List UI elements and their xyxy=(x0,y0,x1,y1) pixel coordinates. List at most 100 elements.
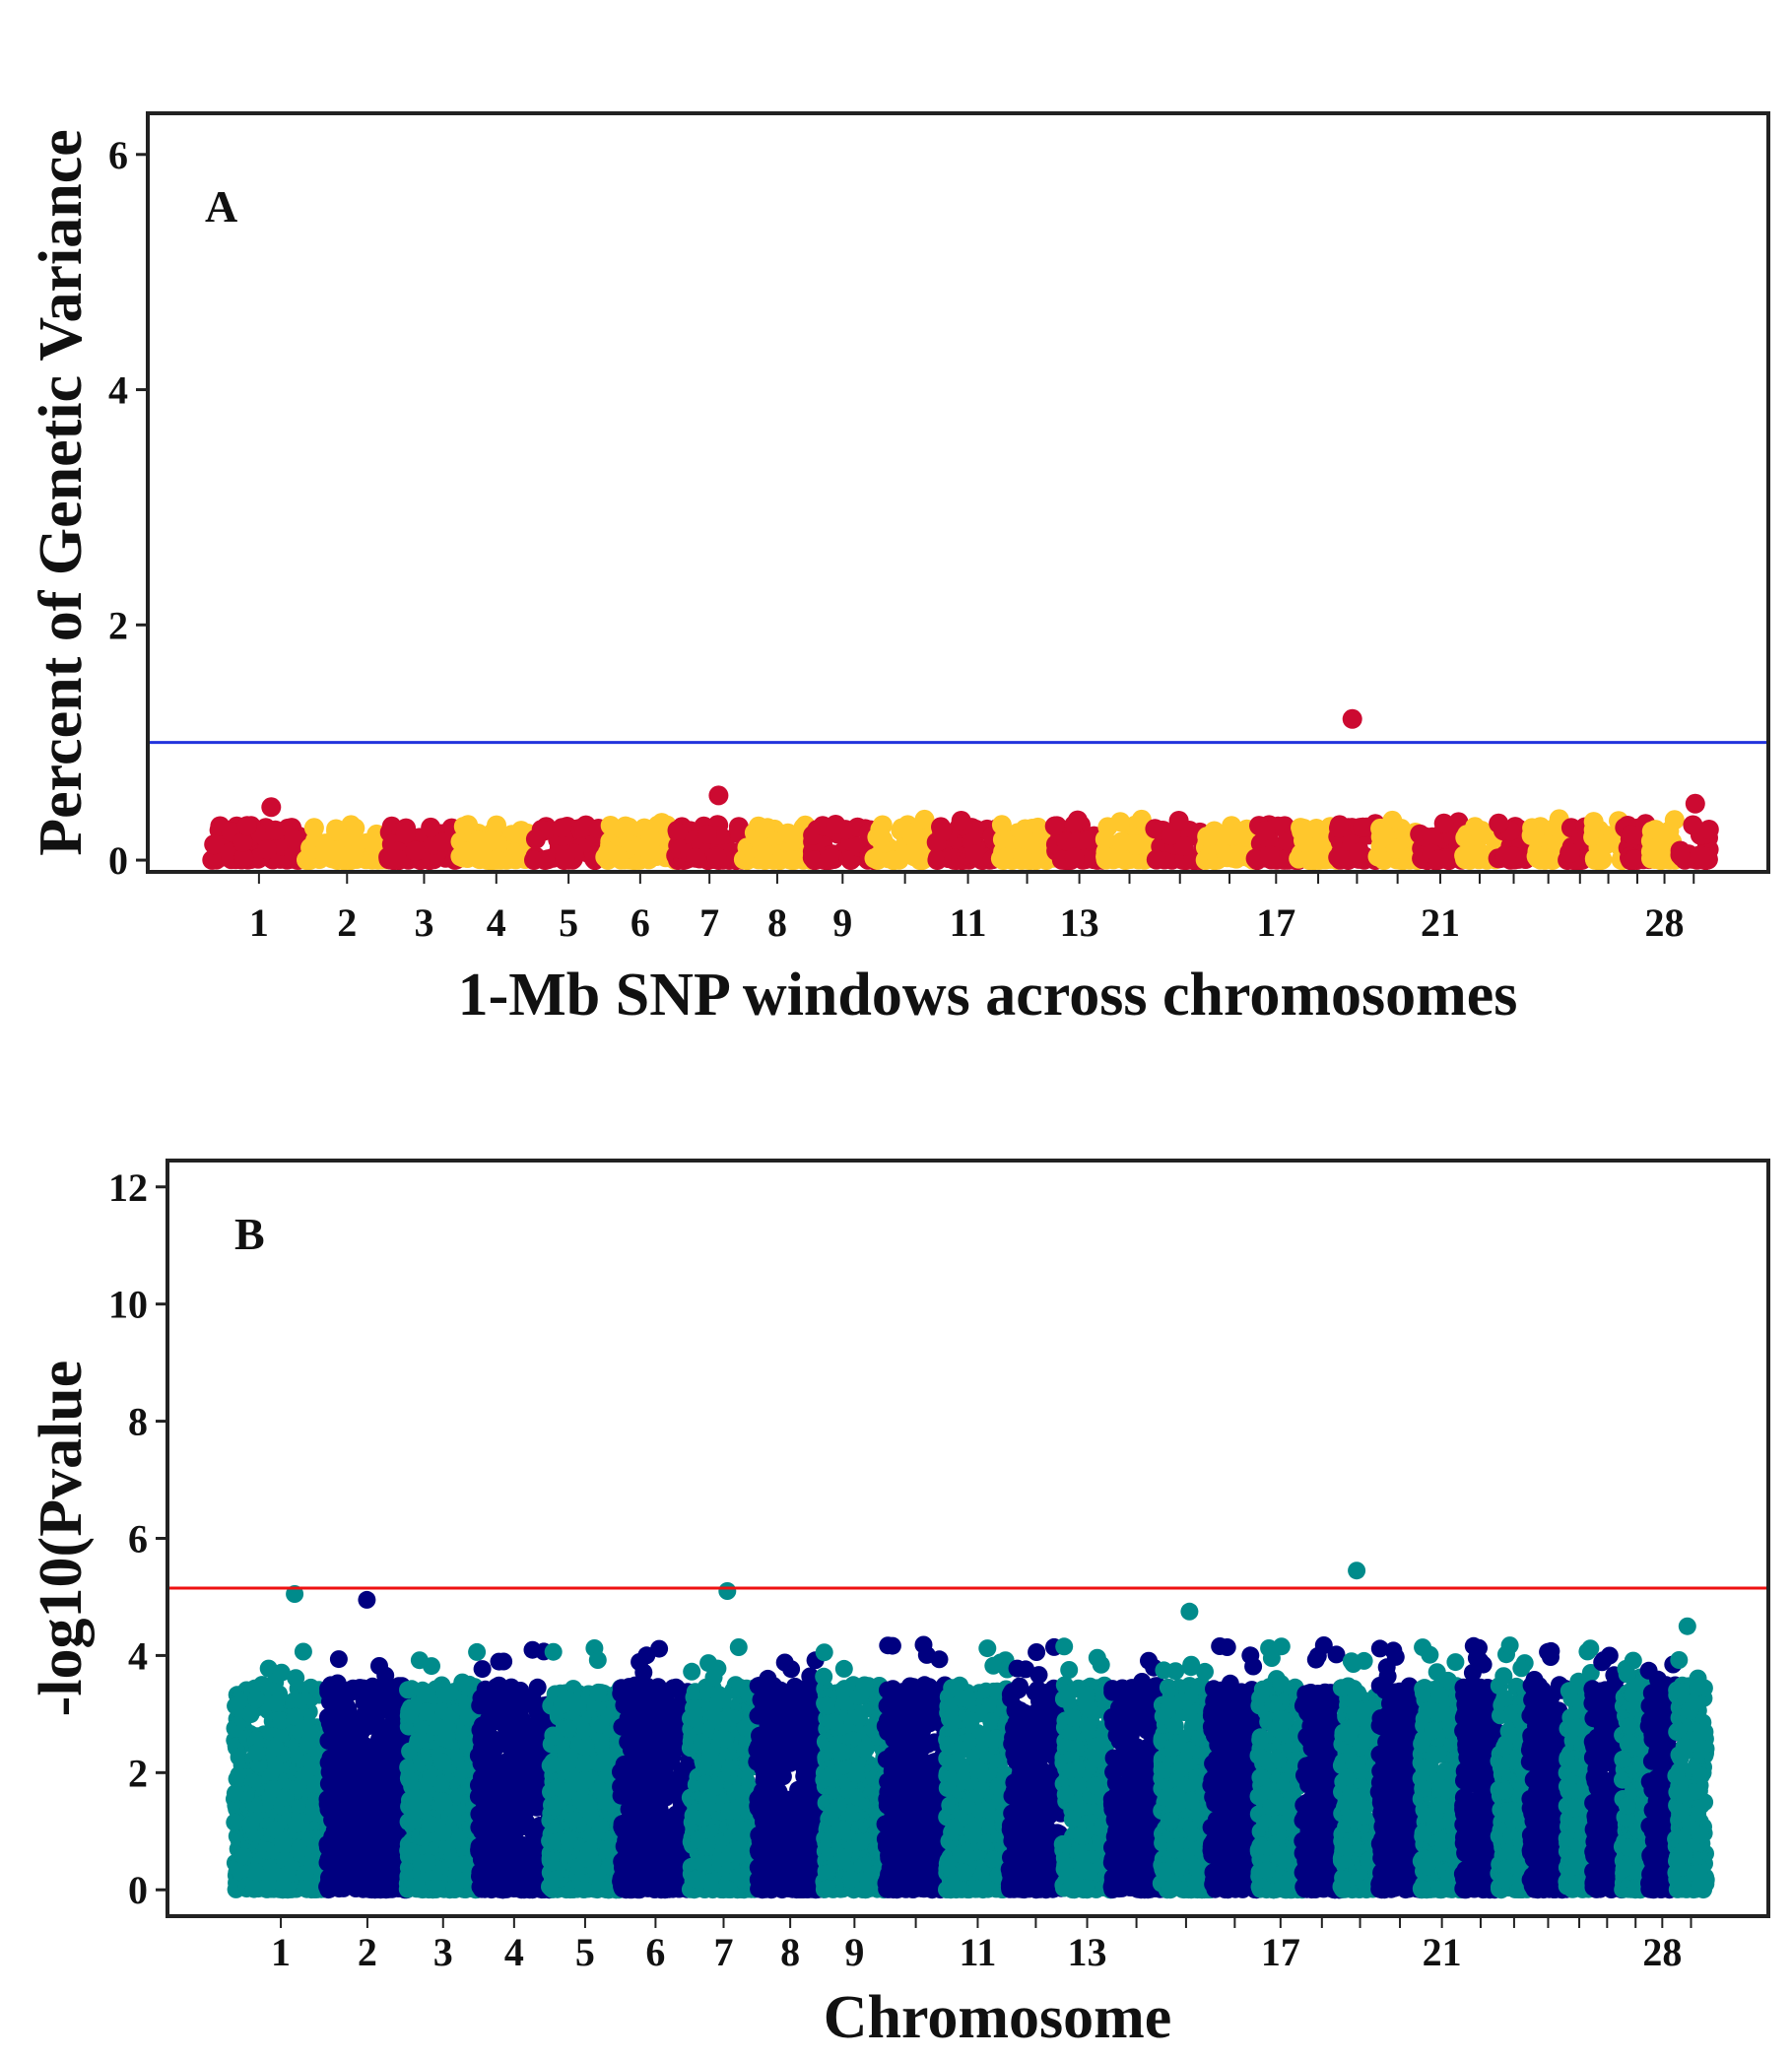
data-point xyxy=(234,1847,253,1866)
data-point xyxy=(265,820,286,840)
data-point xyxy=(358,1828,376,1847)
data-point xyxy=(381,1870,400,1889)
data-point xyxy=(244,1880,263,1898)
x-tick-label: 9 xyxy=(832,900,852,945)
data-point xyxy=(527,1716,546,1735)
data-point xyxy=(395,824,416,844)
data-point xyxy=(329,1650,348,1669)
data-point xyxy=(276,1788,295,1807)
data-point xyxy=(274,1835,293,1853)
data-point xyxy=(576,1770,595,1789)
data-point xyxy=(573,817,594,837)
data-point xyxy=(342,1829,361,1848)
data-point xyxy=(596,1783,615,1802)
data-point xyxy=(720,1802,739,1821)
data-point xyxy=(335,1870,354,1889)
data-point xyxy=(685,1698,702,1717)
data-point xyxy=(410,1651,429,1670)
data-point xyxy=(777,823,798,843)
data-point xyxy=(510,1683,529,1701)
data-point xyxy=(387,849,408,870)
data-point xyxy=(591,1715,610,1734)
data-point xyxy=(564,1811,582,1829)
data-point xyxy=(1110,812,1131,832)
data-point xyxy=(576,1849,595,1868)
data-point xyxy=(755,819,775,839)
data-point xyxy=(1303,850,1324,871)
data-point xyxy=(345,818,365,838)
data-point xyxy=(233,847,254,868)
data-point xyxy=(577,1738,595,1757)
data-point xyxy=(247,1744,266,1762)
data-point xyxy=(1664,810,1685,831)
data-point xyxy=(431,1774,450,1793)
data-point xyxy=(445,1880,464,1898)
data-point xyxy=(1670,844,1691,865)
data-point xyxy=(483,1756,501,1774)
data-point xyxy=(359,1802,376,1821)
data-point xyxy=(1168,811,1189,831)
data-point xyxy=(481,830,501,850)
data-point xyxy=(523,1862,542,1881)
data-point xyxy=(491,1711,509,1730)
panel-a-plot-frame xyxy=(146,111,1770,874)
data-point xyxy=(619,817,639,837)
data-point xyxy=(697,825,717,844)
x-tick-label: 3 xyxy=(414,900,433,945)
data-point xyxy=(370,1657,388,1675)
y-tick-label: 4 xyxy=(108,368,128,413)
data-point xyxy=(525,1764,544,1783)
data-point xyxy=(292,1839,310,1858)
data-point xyxy=(706,1778,724,1796)
data-point xyxy=(1592,849,1613,870)
data-point xyxy=(342,1710,361,1728)
data-point xyxy=(914,809,935,830)
data-point xyxy=(927,850,948,870)
data-point xyxy=(472,1689,491,1707)
data-point xyxy=(926,832,947,852)
data-point xyxy=(727,1845,746,1864)
data-point xyxy=(335,1752,354,1770)
data-point xyxy=(284,829,304,849)
data-point xyxy=(292,1813,310,1831)
panel-a-x-axis: 1 2 3 4 5 6 7 8 9 11 13 17 21 28 xyxy=(249,872,1695,945)
data-point xyxy=(328,1674,347,1693)
data-point xyxy=(665,1717,684,1736)
data-point xyxy=(1690,845,1710,866)
data-point xyxy=(1095,846,1116,867)
data-point xyxy=(495,1652,513,1671)
data-point xyxy=(419,1853,437,1872)
data-point xyxy=(378,1727,397,1746)
data-point xyxy=(241,1816,260,1834)
data-point xyxy=(651,813,672,833)
data-point xyxy=(716,1730,735,1749)
data-point xyxy=(1064,847,1085,868)
data-point xyxy=(694,1809,712,1827)
panel-a-label: A xyxy=(205,181,237,232)
x-tick-label: 8 xyxy=(767,900,787,945)
data-point xyxy=(579,1794,598,1813)
x-tick-label: 28 xyxy=(1645,900,1685,945)
data-point xyxy=(319,1732,338,1750)
data-point xyxy=(490,1676,508,1695)
data-point xyxy=(286,1707,304,1726)
data-point xyxy=(340,1806,359,1825)
data-point xyxy=(363,1881,381,1899)
data-point xyxy=(365,1783,383,1802)
data-point xyxy=(588,1651,607,1669)
x-tick-label: 6 xyxy=(631,900,650,945)
data-point xyxy=(616,1849,633,1868)
data-point xyxy=(568,1695,587,1713)
data-point xyxy=(353,1734,371,1753)
data-point xyxy=(232,831,253,852)
data-point xyxy=(299,1880,316,1897)
data-point xyxy=(487,815,506,835)
data-point xyxy=(434,1792,453,1811)
panel-b-points xyxy=(226,1562,1715,1899)
data-point xyxy=(381,1694,400,1712)
data-point xyxy=(617,1870,635,1889)
